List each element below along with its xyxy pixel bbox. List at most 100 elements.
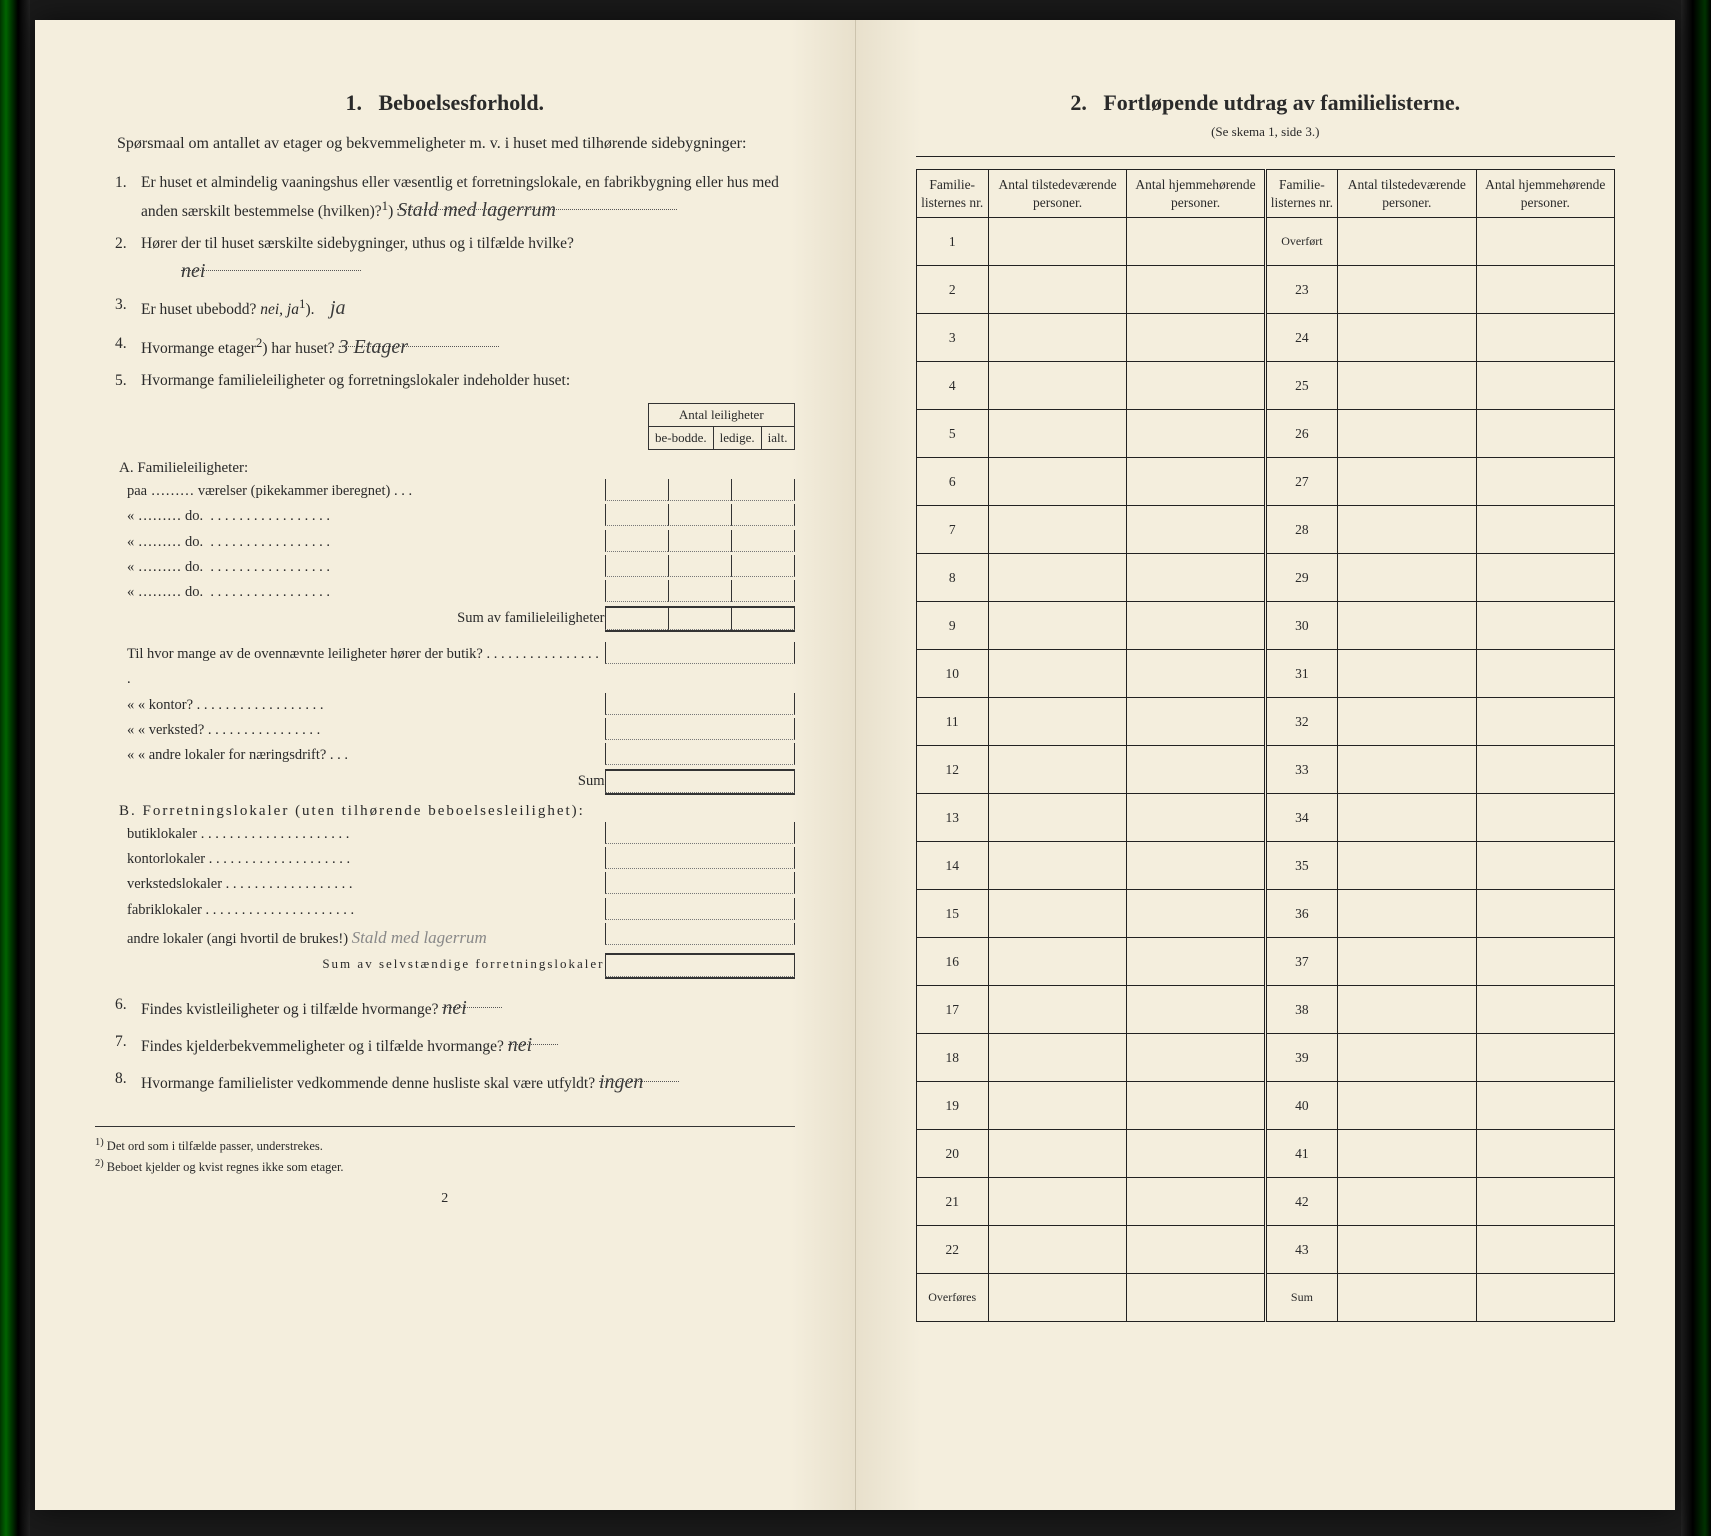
- cell-nr: 26: [1265, 410, 1337, 458]
- question-2: 2. Hører der til huset særskilte sidebyg…: [115, 232, 795, 285]
- rule: [916, 156, 1616, 157]
- cell: [988, 266, 1126, 314]
- questions-list: 1. Er huset et almindelig vaaningshus el…: [95, 171, 795, 393]
- section-2-number: 2.: [1070, 90, 1087, 115]
- table-row: 1132: [916, 698, 1615, 746]
- cell-nr: 13: [916, 794, 988, 842]
- cell: [1476, 458, 1614, 506]
- cell-nr: 31: [1265, 650, 1337, 698]
- cell: [1127, 794, 1265, 842]
- section-2-title: 2. Fortløpende utdrag av familielisterne…: [916, 90, 1616, 116]
- table-row: 829: [916, 554, 1615, 602]
- cell: [988, 218, 1126, 266]
- cell: [1338, 602, 1476, 650]
- cell: [1127, 1082, 1265, 1130]
- table-row: 1Overført: [916, 218, 1615, 266]
- cell: [1476, 410, 1614, 458]
- table-row: 22 43: [916, 1226, 1615, 1274]
- section-1-heading: Beboelsesforhold.: [378, 90, 544, 115]
- cell-nr: 37: [1265, 938, 1337, 986]
- cell: [988, 1034, 1126, 1082]
- cell: [1127, 314, 1265, 362]
- section-2-subtitle: (Se skema 1, side 3.): [916, 124, 1616, 140]
- cell: [1127, 554, 1265, 602]
- table-row: 223: [916, 266, 1615, 314]
- cell: [988, 458, 1126, 506]
- cell-nr: 25: [1265, 362, 1337, 410]
- cell-nr: 8: [916, 554, 988, 602]
- cell: [1127, 458, 1265, 506]
- cell-nr: 28: [1265, 506, 1337, 554]
- cell: [988, 794, 1126, 842]
- cell: [988, 842, 1126, 890]
- cell: [1476, 794, 1614, 842]
- cell: [1338, 266, 1476, 314]
- page-number-left: 2: [95, 1191, 795, 1207]
- table-row: 1738: [916, 986, 1615, 1034]
- table-row: 2041: [916, 1130, 1615, 1178]
- units-header: Antal leiligheter: [649, 403, 795, 426]
- cell: [988, 314, 1126, 362]
- cell: [1476, 506, 1614, 554]
- th-hjemme-1: Antal hjemmehørende personer.: [1127, 170, 1265, 218]
- cell: [1127, 1130, 1265, 1178]
- cell-nr: 17: [916, 986, 988, 1034]
- cell: [1127, 602, 1265, 650]
- col-bebodde: be-bodde.: [649, 426, 714, 449]
- cell-nr: 6: [916, 458, 988, 506]
- cell: [1338, 1082, 1476, 1130]
- family-table: Familie-listernes nr. Antal tilstedevære…: [916, 169, 1616, 1322]
- cell: [1127, 938, 1265, 986]
- cell: [1127, 1178, 1265, 1226]
- q3-answer: ja: [330, 297, 346, 319]
- cell-nr: 22: [916, 1226, 988, 1274]
- cell: [988, 1226, 1126, 1274]
- question-4: 4. Hvormange etager2) har huset? 3 Etage…: [115, 332, 795, 361]
- q7-answer: nei: [508, 1034, 532, 1056]
- cell-nr: 34: [1265, 794, 1337, 842]
- cell: [1476, 362, 1614, 410]
- question-3: 3. Er huset ubebodd? nei, ja1). ja: [115, 293, 795, 324]
- cell-nr: 20: [916, 1130, 988, 1178]
- cell: [1127, 1226, 1265, 1274]
- scan-artifact-left: [0, 0, 30, 1536]
- cell-nr: 43: [1265, 1226, 1337, 1274]
- table-row: 13 34: [916, 794, 1615, 842]
- cell: [1476, 1178, 1614, 1226]
- table-row: 1233: [916, 746, 1615, 794]
- cell-nr: 21: [916, 1178, 988, 1226]
- cell: [1476, 698, 1614, 746]
- cell: [1127, 506, 1265, 554]
- cell: [1476, 218, 1614, 266]
- cell-nr: 38: [1265, 986, 1337, 1034]
- cell: [1338, 314, 1476, 362]
- cell: [988, 746, 1126, 794]
- cell: [1476, 1130, 1614, 1178]
- cell: [1476, 890, 1614, 938]
- cell: [1476, 746, 1614, 794]
- cell-sum: Sum: [1265, 1274, 1337, 1322]
- page-right: 2. Fortløpende utdrag av familielisterne…: [856, 20, 1676, 1510]
- cell: [988, 410, 1126, 458]
- table-row: 2142: [916, 1178, 1615, 1226]
- cell: [1127, 218, 1265, 266]
- cell: [1127, 746, 1265, 794]
- cell-nr: 41: [1265, 1130, 1337, 1178]
- q3-number: 3.: [115, 293, 141, 324]
- section-1-number: 1.: [345, 90, 362, 115]
- cell: [988, 362, 1126, 410]
- cell-nr: 2: [916, 266, 988, 314]
- cell-nr: 27: [1265, 458, 1337, 506]
- cell: [988, 698, 1126, 746]
- cell: [988, 890, 1126, 938]
- cell: [1476, 554, 1614, 602]
- q5-text: Hvormange familieleiligheter og forretni…: [141, 369, 795, 393]
- questions-6-8: 6. Findes kvistleiligheter og i tilfælde…: [95, 993, 795, 1096]
- section-b-title: B. Forretningslokaler (uten tilhørende b…: [119, 803, 795, 820]
- cell: [1127, 986, 1265, 1034]
- cell: [988, 938, 1126, 986]
- q4-number: 4.: [115, 332, 141, 361]
- th-tilstede-2: Antal tilstedeværende personer.: [1338, 170, 1476, 218]
- cell: [1338, 1274, 1476, 1322]
- cell: [1476, 1274, 1614, 1322]
